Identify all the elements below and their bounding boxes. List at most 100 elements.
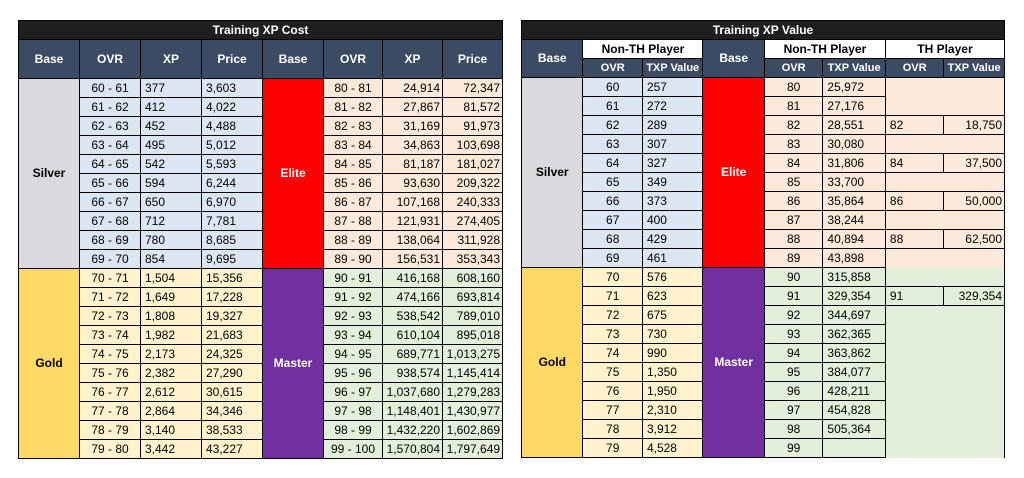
ovr-cell: 84 (763, 153, 824, 173)
xp-cell: 156,531 (382, 249, 443, 269)
table-row: 76 1,950 96 428,211 (522, 381, 1005, 401)
price-cell: 5,012 (201, 135, 263, 155)
ovr-range-cell: 81 - 82 (323, 97, 383, 117)
xp-cell: 538,542 (382, 306, 443, 326)
txp-value-cell: 257 (641, 77, 704, 97)
th-txp-value-cell (943, 381, 1005, 401)
txp-value-cell: 1,950 (641, 381, 704, 401)
txp-value-cell: 35,864 (822, 191, 886, 211)
table-row: 74 990 94 363,862 (522, 343, 1005, 363)
th-ovr-cell (884, 267, 944, 287)
header-price: Price (441, 39, 504, 79)
txp-value-cell: 429 (641, 229, 704, 249)
ovr-range-cell: 64 - 65 (79, 154, 141, 174)
xp-cell: 610,104 (382, 325, 443, 345)
header-th-player: TH Player (884, 39, 1006, 59)
table-row: 64 - 65 542 5,593 84 - 85 81,187 181,027 (19, 154, 504, 174)
th-txp-value-cell (943, 172, 1005, 192)
ovr-cell: 70 (582, 267, 643, 287)
ovr-cell: 79 (582, 438, 643, 458)
header-txp-value: TXP Value (822, 58, 886, 78)
price-cell: 1,602,869 (441, 420, 504, 440)
th-txp-value-cell (943, 324, 1005, 344)
table-row: 65 349 85 33,700 (522, 172, 1005, 192)
txp-value-cell: 362,365 (822, 324, 886, 344)
header-price: Price (201, 39, 263, 79)
price-cell: 91,973 (441, 116, 504, 136)
xp-cell: 594 (140, 173, 202, 193)
ovr-range-cell: 65 - 66 (79, 173, 141, 193)
header-xp: XP (382, 39, 443, 79)
ovr-cell: 67 (582, 210, 643, 230)
table-row: 68 429 88 40,894 88 62,500 (522, 229, 1005, 249)
xp-cell: 1,504 (140, 268, 202, 288)
ovr-cell: 81 (763, 96, 824, 116)
th-ovr-cell (884, 400, 944, 420)
txp-value-cell: 3,912 (641, 419, 704, 439)
table-row: 75 - 76 2,382 27,290 95 - 96 938,574 1,145,41… (19, 363, 504, 383)
txp-value-cell: 329,354 (822, 286, 886, 306)
ovr-cell: 92 (763, 305, 824, 325)
th-txp-value-cell (943, 267, 1005, 287)
ovr-cell: 86 (763, 191, 824, 211)
tier-elite: Elite (262, 78, 324, 269)
ovr-cell: 78 (582, 419, 643, 439)
txp-value-cell: 384,077 (822, 362, 886, 382)
header-ovr: OVR (79, 39, 141, 79)
table-row: 71 - 72 1,649 17,228 91 - 92 474,166 693,814 (19, 287, 504, 307)
table-row: 63 - 64 495 5,012 83 - 84 34,863 103,698 (19, 135, 504, 155)
price-cell: 311,928 (441, 230, 504, 250)
th-ovr-cell: 84 (884, 153, 945, 173)
txp-value-cell: 25,972 (822, 77, 886, 97)
th-txp-value-cell (943, 77, 1005, 97)
price-cell: 6,970 (201, 192, 263, 212)
ovr-cell: 85 (763, 172, 824, 192)
xp-cell: 2,864 (140, 401, 202, 421)
ovr-range-cell: 62 - 63 (79, 116, 141, 136)
th-txp-value-cell (943, 400, 1005, 420)
ovr-cell: 99 (763, 438, 824, 458)
training-xp-cost-table: Training XP Cost Base OVR XP Price Base … (17, 20, 504, 459)
ovr-range-cell: 72 - 73 (79, 306, 141, 326)
price-cell: 21,683 (201, 325, 263, 345)
th-ovr-cell (884, 438, 944, 458)
header-base: Base (702, 39, 765, 78)
th-txp-value-cell (943, 96, 1005, 116)
ovr-range-cell: 83 - 84 (323, 135, 383, 155)
th-ovr-cell: 86 (884, 191, 945, 211)
th-txp-value-cell (943, 134, 1005, 154)
ovr-range-cell: 88 - 89 (323, 230, 383, 250)
ovr-cell: 83 (763, 134, 824, 154)
th-ovr-cell: 91 (884, 286, 945, 306)
ovr-range-cell: 66 - 67 (79, 192, 141, 212)
th-ovr-cell (884, 77, 944, 97)
txp-value-cell: 31,806 (822, 153, 886, 173)
ovr-range-cell: 98 - 99 (323, 420, 383, 440)
price-cell: 240,333 (441, 192, 504, 212)
header-base: Base (262, 39, 324, 79)
price-cell: 1,145,414 (441, 363, 504, 383)
th-txp-value-cell: 50,000 (943, 191, 1005, 211)
ovr-range-cell: 95 - 96 (323, 363, 383, 383)
txp-value-cell: 40,894 (822, 229, 886, 249)
xp-cell: 474,166 (382, 287, 443, 307)
ovr-range-cell: 71 - 72 (79, 287, 141, 307)
table-row: 67 400 87 38,244 (522, 210, 1005, 230)
ovr-range-cell: 97 - 98 (323, 401, 383, 421)
xp-cell: 854 (140, 249, 202, 269)
th-ovr-cell: 82 (884, 115, 945, 135)
txp-value-cell: 1,350 (641, 362, 704, 382)
ovr-range-cell: 77 - 78 (79, 401, 141, 421)
header-non-th-player: Non-TH Player (582, 39, 704, 59)
table-row: 61 - 62 412 4,022 81 - 82 27,867 81,572 (19, 97, 504, 117)
table-row: 73 730 93 362,365 (522, 324, 1005, 344)
ovr-cell: 68 (582, 229, 643, 249)
txp-value-cell: 327 (641, 153, 704, 173)
th-ovr-cell (884, 362, 944, 382)
th-txp-value-cell (943, 210, 1005, 230)
price-cell: 19,327 (201, 306, 263, 326)
xp-cell: 27,867 (382, 97, 443, 117)
xp-cell: 138,064 (382, 230, 443, 250)
training-xp-value-table: Training XP Value Base Non-TH Player Bas… (520, 20, 1006, 458)
xp-cell: 2,612 (140, 382, 202, 402)
